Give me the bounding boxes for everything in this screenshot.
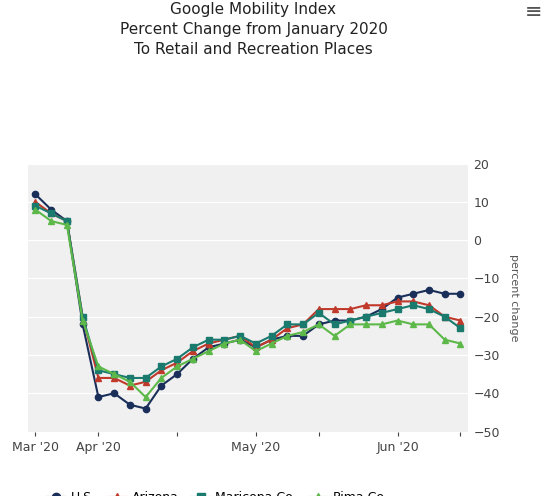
- Text: ≡: ≡: [525, 2, 543, 22]
- Legend: U.S., Arizona, Maricopa Co., Pima Co.: U.S., Arizona, Maricopa Co., Pima Co.: [42, 486, 392, 496]
- Text: Google Mobility Index
Percent Change from January 2020
To Retail and Recreation : Google Mobility Index Percent Change fro…: [120, 2, 387, 57]
- Y-axis label: percent change: percent change: [509, 254, 519, 341]
